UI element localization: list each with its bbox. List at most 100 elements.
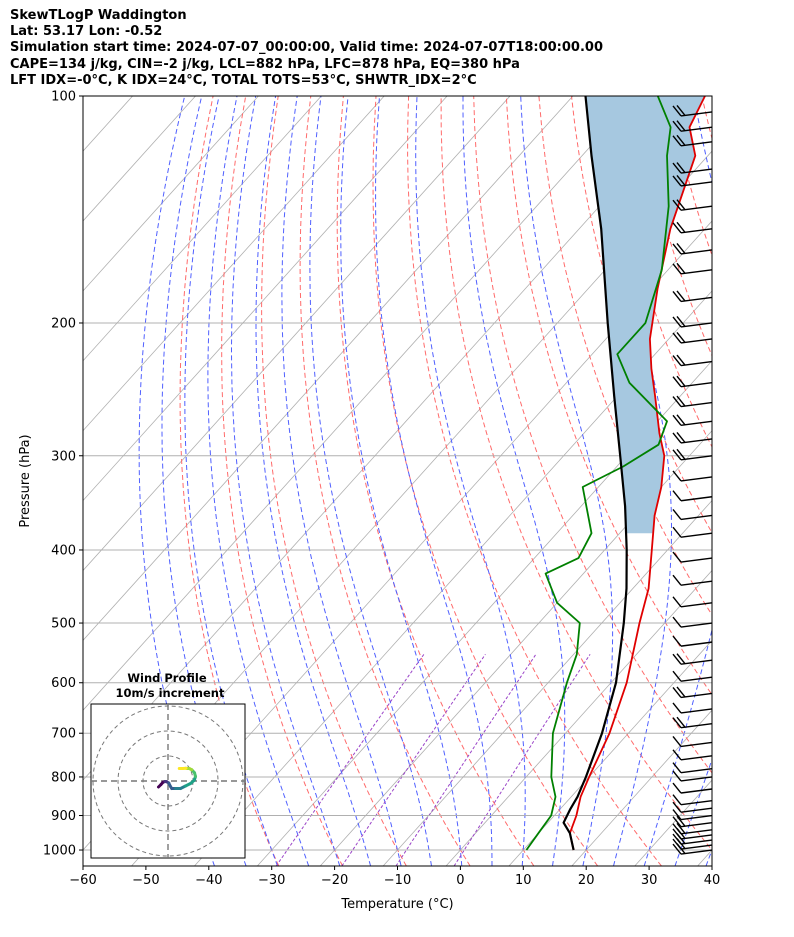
wind-barb [672, 596, 713, 608]
wind-barb-flag [672, 551, 682, 563]
wind-barb-flag [676, 120, 686, 132]
wind-barb-staff [680, 755, 713, 761]
wind-barb-flag [672, 736, 682, 747]
wind-barb [672, 749, 713, 761]
wind-barb-flag [676, 262, 686, 274]
wind-barb [672, 262, 713, 275]
wind-barb-staff [680, 296, 713, 303]
wind-barb-flag [672, 616, 682, 628]
wind-barb-flag [672, 120, 682, 132]
wind-barb-flag [672, 702, 682, 714]
wind-barbs [672, 105, 713, 855]
wind-barb-staff [680, 557, 713, 563]
dry-adiabat-line [336, 96, 535, 866]
moist-adiabat-line [520, 96, 614, 866]
wind-barb [672, 332, 713, 344]
wind-barb [672, 432, 713, 444]
dry-adiabat-line [767, 96, 794, 866]
wind-barb-staff [680, 814, 713, 821]
wind-barb-flag [672, 490, 682, 502]
wind-barb-flag [672, 470, 682, 482]
wind-barb-flag [672, 376, 682, 388]
wind-barb-flag [672, 687, 682, 698]
wind-barb-flag [672, 838, 682, 850]
wind-barb-staff [680, 360, 713, 367]
wind-barb-flag [672, 770, 682, 782]
wind-barb [672, 526, 713, 538]
wind-barb [672, 736, 713, 748]
wind-barb-staff [680, 829, 713, 835]
location-line: Lat: 53.17 Lon: -0.52 [10, 24, 163, 40]
isotherm-line [83, 96, 322, 362]
wind-barb-staff [680, 767, 713, 774]
wind-barb [672, 670, 713, 682]
temperature-profile-line [569, 96, 706, 851]
wind-barb-flag [672, 105, 682, 117]
wind-barb [672, 653, 713, 665]
isotherm-line [194, 290, 712, 866]
wind-barb [672, 574, 713, 586]
y-tick-label: 300 [51, 449, 76, 464]
moist-adiabat-line [161, 96, 247, 866]
moist-adiabat-line [207, 96, 310, 866]
wind-barb [672, 105, 713, 117]
wind-barb [672, 509, 713, 521]
wind-barb-staff [680, 168, 713, 174]
wind-barb [672, 375, 713, 388]
dry-adiabat-line [734, 96, 794, 866]
wind-barb-staff [680, 420, 713, 426]
isotherm-line [445, 569, 712, 866]
wind-barb-flag [672, 828, 682, 840]
moist-adiabat-line [643, 96, 712, 866]
isotherm-line [83, 96, 574, 641]
wind-barb-staff [680, 844, 713, 850]
pressure-gridlines [83, 322, 712, 851]
dry-adiabat-line [299, 96, 471, 866]
wind-barb [672, 162, 713, 174]
wind-barb-staff [680, 799, 713, 806]
wind-barb [672, 174, 713, 187]
wind-barb-flag [676, 653, 686, 665]
wind-barb-flag [672, 332, 682, 344]
isotherm-line [83, 96, 511, 572]
wind-barb-flag [672, 162, 682, 174]
wind-barb-flag [676, 686, 686, 698]
time-line: Simulation start time: 2024-07-07_00:00:… [10, 40, 603, 56]
wind-barb [672, 762, 713, 774]
isotherm-line [761, 96, 794, 866]
wind-barb-flag [676, 316, 686, 327]
wind-barb-flag [672, 717, 682, 729]
inset-subtitle: 10m/s increment [116, 686, 225, 700]
wind-barb-flag [676, 134, 686, 146]
y-tick-label: 100 [51, 90, 76, 105]
wind-barb-flag [676, 332, 686, 343]
dry-adiabat-line [261, 96, 407, 866]
moist-adiabat-line [184, 96, 278, 866]
wind-barb-staff [680, 381, 713, 388]
wind-barb-staff [680, 776, 713, 782]
wind-barb-staff [680, 849, 713, 855]
wind-barb-flag [672, 222, 682, 234]
wind-barb-flag [672, 574, 682, 586]
isotherm-line [257, 360, 712, 866]
profile-lines [525, 96, 706, 851]
wind-barb-staff [680, 141, 713, 147]
wind-barb-staff [680, 839, 713, 845]
wind-barb-flag [672, 749, 682, 761]
wind-barb-flag [672, 509, 682, 520]
x-tick-label: −20 [321, 873, 348, 888]
moist-adiabat-line [309, 96, 432, 866]
wind-barb [672, 134, 713, 147]
wind-barb-flag [672, 653, 682, 665]
isotherm-line [83, 96, 385, 432]
wind-barb-flag [672, 843, 682, 855]
wind-barb-flag [672, 291, 682, 302]
wind-barb [672, 801, 713, 813]
x-tick-label: −50 [132, 873, 159, 888]
wind-barb [672, 551, 713, 563]
x-axis-label: Temperature (°C) [340, 897, 453, 912]
wind-barb-flag [672, 243, 682, 255]
y-tick-label: 200 [51, 316, 76, 331]
wind-barb [672, 448, 713, 461]
